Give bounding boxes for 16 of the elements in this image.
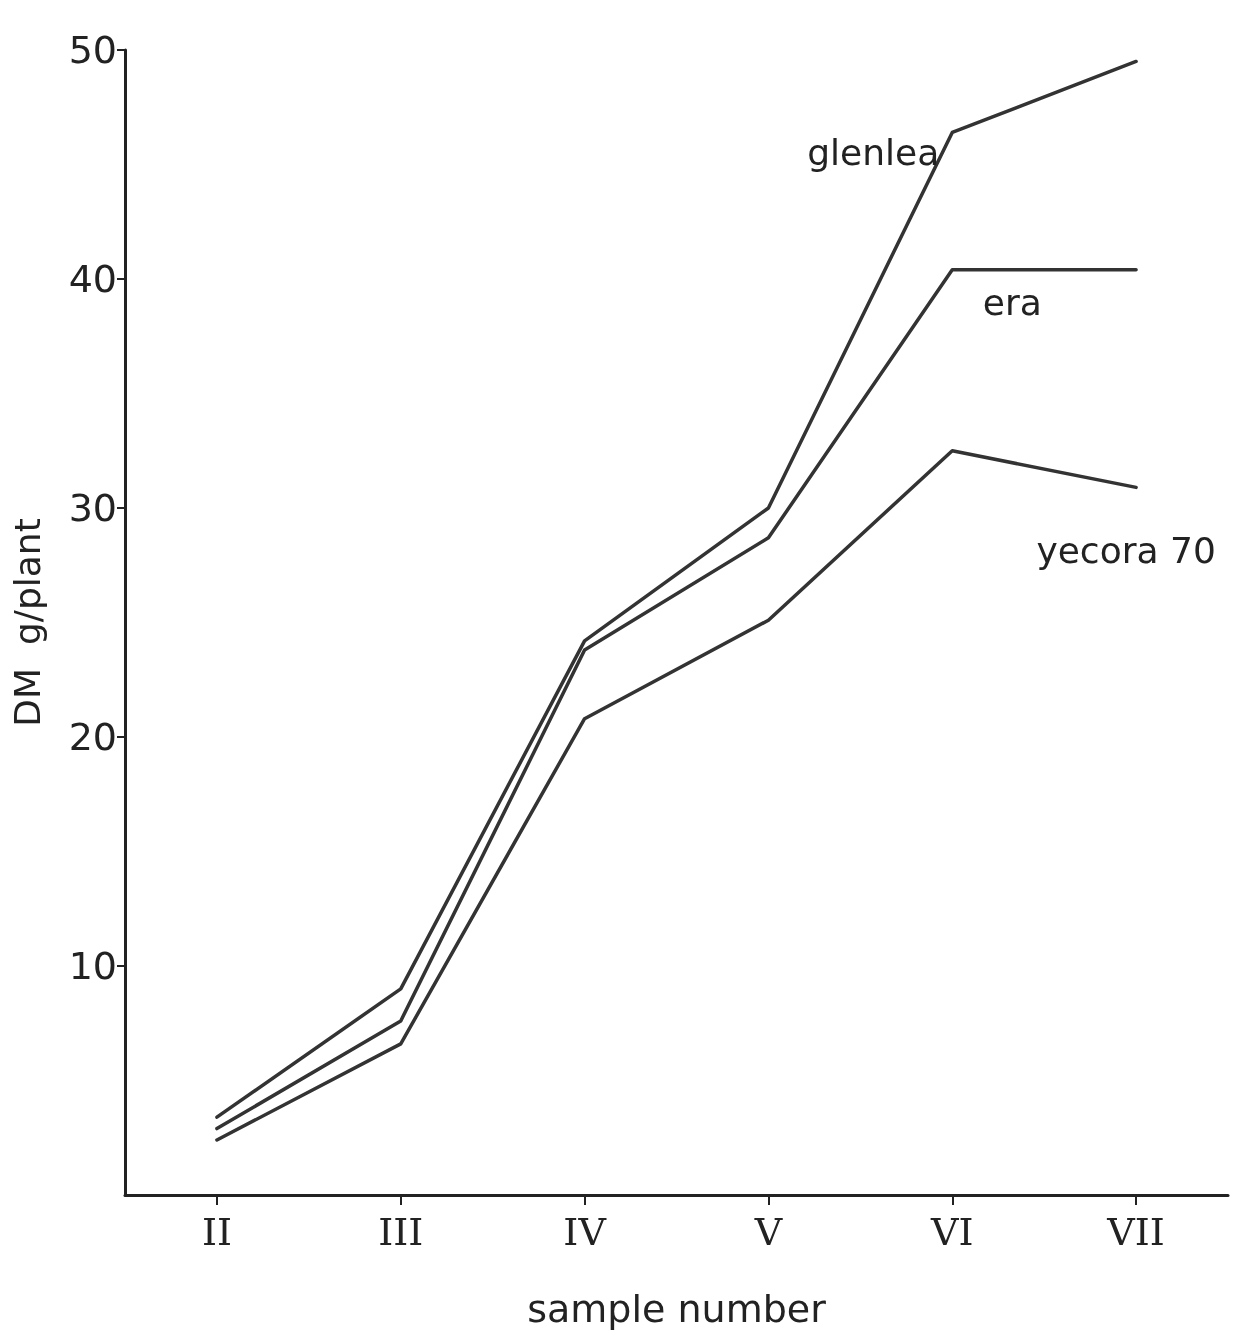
y-tick-label: 50 bbox=[68, 28, 117, 72]
x-tick-label: III bbox=[378, 1210, 424, 1254]
x-tick-label: IV bbox=[563, 1210, 607, 1254]
y-tick-label: 40 bbox=[68, 257, 117, 301]
x-tick-label: V bbox=[753, 1210, 783, 1254]
series-label: glenlea bbox=[807, 131, 940, 173]
y-tick-label: 10 bbox=[68, 944, 117, 988]
y-axis-title: DM g/plant bbox=[6, 518, 48, 727]
x-tick-label: VI bbox=[930, 1210, 974, 1254]
x-tick-label: VII bbox=[1106, 1210, 1165, 1254]
series-label: yecora 70 bbox=[1036, 529, 1216, 571]
x-axis-title: sample number bbox=[527, 1287, 827, 1331]
y-tick-label: 20 bbox=[68, 715, 117, 759]
x-tick-label: II bbox=[201, 1210, 232, 1254]
y-tick-label: 30 bbox=[68, 486, 117, 530]
series-label: era bbox=[982, 282, 1042, 324]
